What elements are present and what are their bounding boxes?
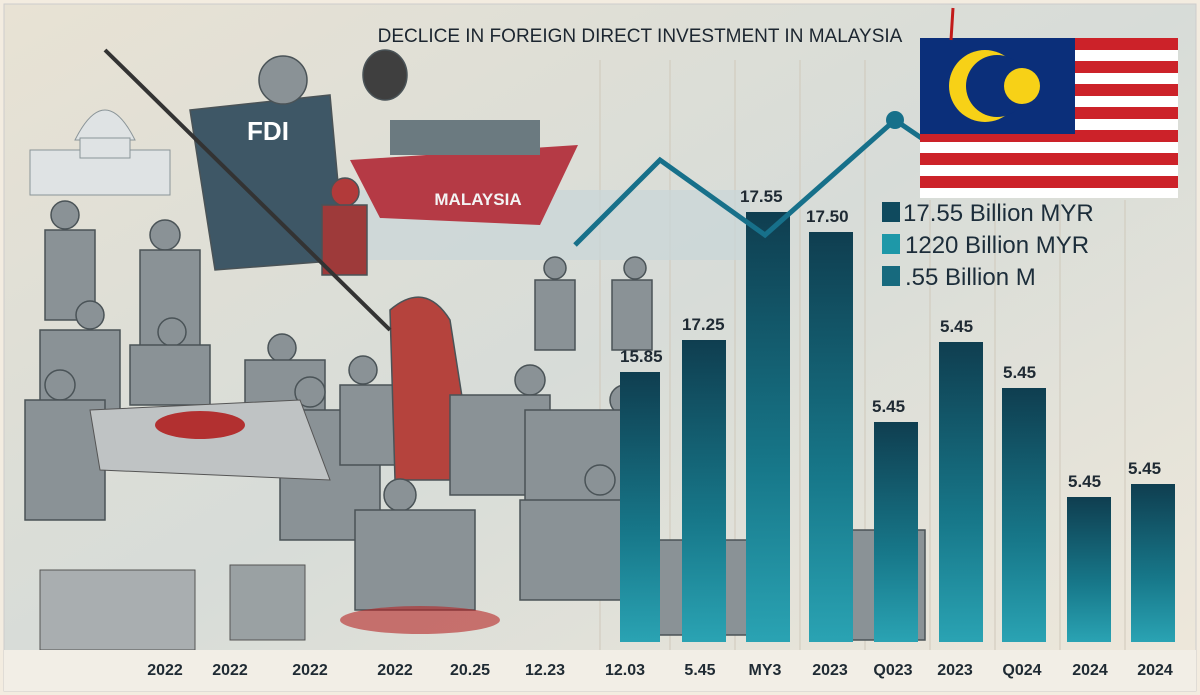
bar	[874, 422, 918, 642]
bar-label: 17.25	[682, 315, 725, 334]
bar-label: 5.45	[940, 317, 973, 336]
bar-label: 17.50	[806, 207, 849, 226]
labels: 15.85 17.25 17.55 17.50 5.45 5.45 5.45 5.45 5.45…	[147, 187, 1173, 679]
spear	[103, 48, 392, 332]
legend-entry: 1220 Billion MYR	[905, 232, 1089, 259]
trend-point	[886, 111, 904, 129]
bars	[620, 212, 1175, 642]
bar-label: 5.45	[1128, 459, 1161, 478]
bar	[809, 232, 853, 642]
bar	[1067, 497, 1111, 642]
bar-label: 15.85	[620, 347, 663, 366]
x-label: 2024	[1072, 662, 1108, 679]
ship-label: MALAYSIA	[434, 190, 521, 209]
x-label: 5.45	[684, 662, 715, 679]
x-label: 2022	[212, 662, 248, 679]
x-label: Q024	[1002, 662, 1041, 679]
drip	[949, 7, 955, 41]
legend-entry: 17.55 Billion MYR	[903, 200, 1094, 227]
malaysia-flag	[920, 38, 1178, 198]
food	[155, 411, 245, 439]
x-label: 2022	[292, 662, 328, 679]
x-label: MY3	[749, 662, 782, 679]
x-label: 2022	[147, 662, 183, 679]
x-label: 20.25	[450, 662, 490, 679]
legend-swatch	[882, 234, 900, 254]
x-label: 2023	[812, 662, 848, 679]
mosque	[29, 109, 171, 196]
x-label: 2024	[1137, 662, 1173, 679]
x-label: 2023	[937, 662, 973, 679]
x-label: 12.23	[525, 662, 565, 679]
bucket	[229, 564, 306, 641]
x-label: Q023	[873, 662, 912, 679]
ship-hull	[350, 145, 578, 225]
bar	[620, 372, 660, 642]
bar	[1131, 484, 1175, 642]
bar	[746, 212, 790, 642]
bar	[1002, 388, 1046, 642]
legend-entry: .55 Billion M	[905, 264, 1036, 291]
x-label: 2022	[377, 662, 413, 679]
axis-band	[4, 650, 1196, 691]
x-label: 12.03	[605, 662, 645, 679]
bar	[939, 342, 983, 642]
bar-label: 5.45	[872, 397, 905, 416]
blood	[340, 606, 500, 634]
ship-deck	[390, 120, 540, 155]
legend-swatch	[882, 266, 900, 286]
legend-swatch	[882, 202, 900, 222]
title: DECLICE IN FOREIGN DIRECT INVESTMENT IN …	[378, 26, 903, 47]
officer-label: FDI	[247, 116, 289, 146]
bar	[682, 340, 726, 642]
bar-label: 5.45	[1068, 472, 1101, 491]
table	[89, 399, 331, 481]
bar-label: 5.45	[1003, 363, 1036, 382]
bar-label: 17.55	[740, 187, 783, 206]
basket	[39, 569, 196, 651]
